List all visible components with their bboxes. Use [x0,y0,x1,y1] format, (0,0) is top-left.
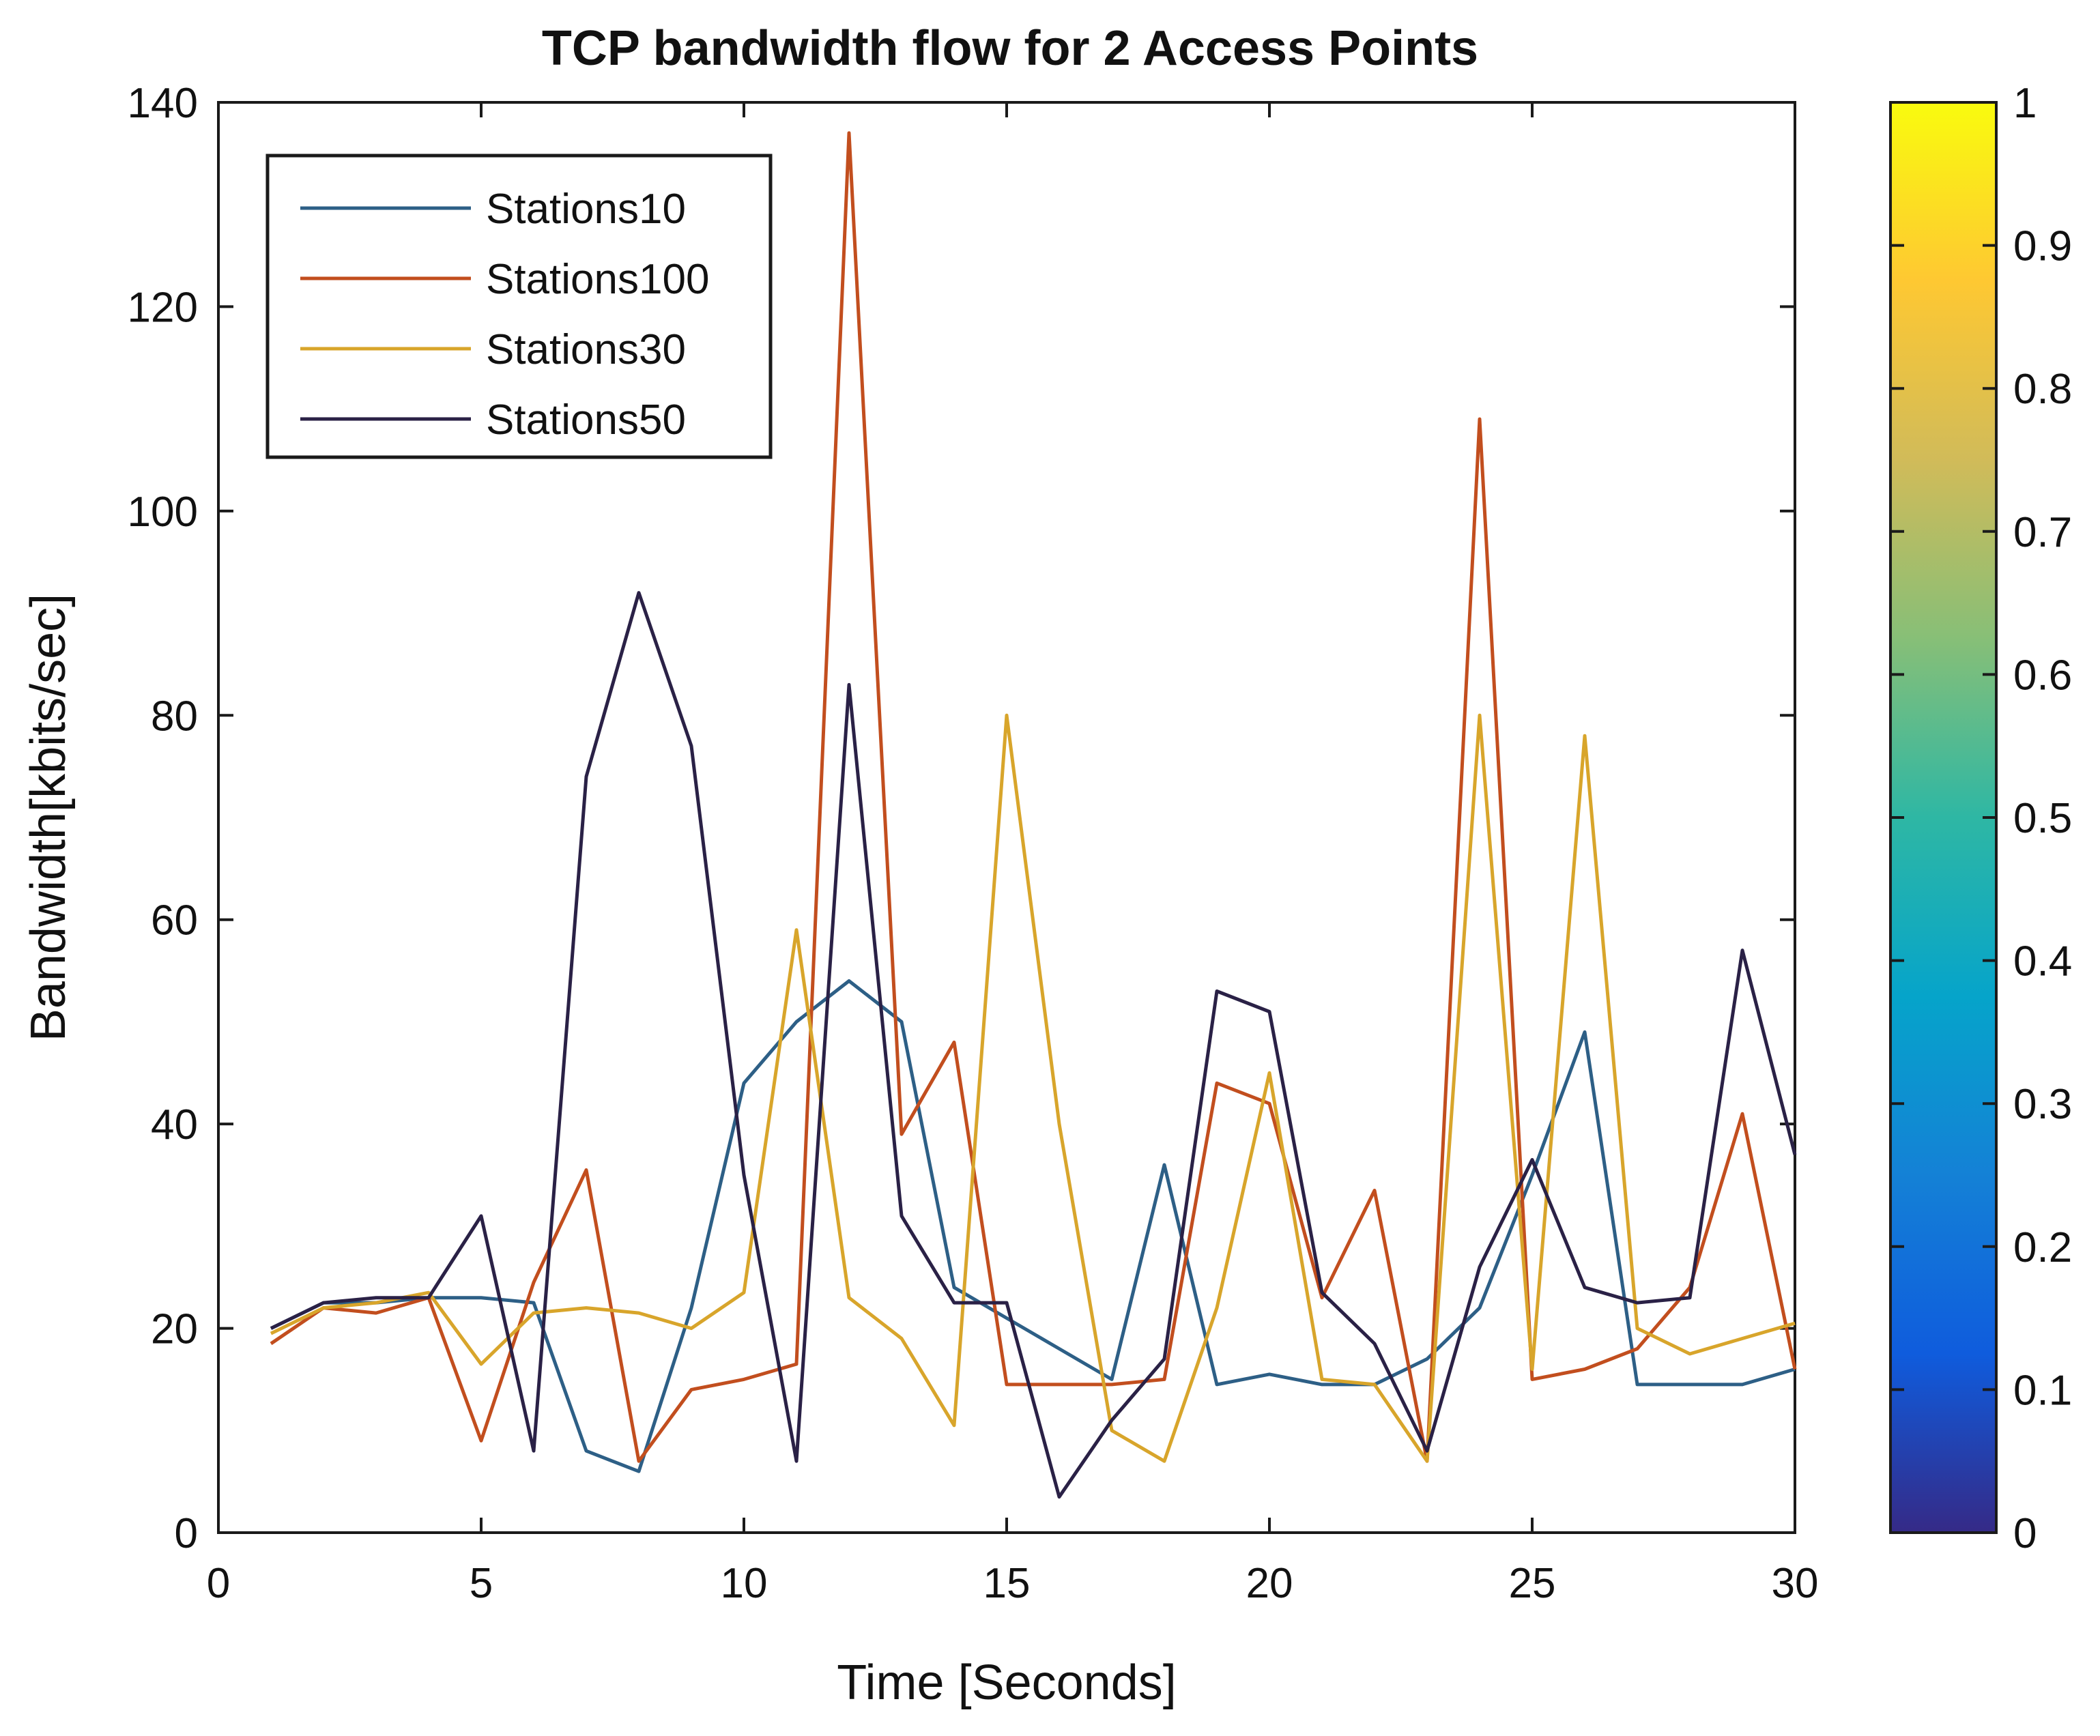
y-tick-label: 60 [151,897,198,944]
x-tick-label: 15 [983,1560,1031,1607]
x-tick-label: 5 [470,1560,493,1607]
y-tick-label: 140 [128,80,198,127]
y-tick-label: 80 [151,693,198,740]
x-tick-label: 25 [1509,1560,1556,1607]
legend-box [265,154,773,459]
x-axis-label: Time [Seconds] [837,1655,1177,1710]
colorbar-tick-label: 0.6 [2013,652,2072,699]
series-line-stations100 [270,131,1797,1463]
chart-title: TCP bandwidth flow for 2 Access Points [542,21,1478,76]
legend-label-stations10: Stations10 [486,186,686,233]
y-tick-label: 40 [151,1101,198,1148]
x-tick-label: 30 [1772,1560,1819,1607]
series-line-stations50 [270,591,1797,1499]
series-line-stations10 [270,979,1796,1473]
legend-label-stations30: Stations30 [486,326,686,373]
colorbar-tick-label: 0 [2013,1510,2037,1557]
y-tick-label: 0 [175,1510,198,1557]
colorbar-tick-label: 0.8 [2013,366,2072,413]
x-tick-label: 0 [207,1560,230,1607]
colorbar-tick-label: 0.1 [2013,1367,2072,1414]
y-tick-label: 100 [128,489,198,536]
colorbar-tick-label: 0.7 [2013,509,2072,556]
x-tick-label: 10 [721,1560,768,1607]
x-axis: 0 5 10 15 20 25 30 [207,102,1819,1607]
colorbar-gradient [1889,101,1998,1534]
colorbar-tick-label: 0.9 [2013,223,2072,270]
series-lines [270,131,1797,1499]
legend-label-stations100: Stations100 [486,256,709,303]
series-line-stations30 [270,713,1796,1463]
x-tick-label: 20 [1246,1560,1293,1607]
colorbar-tick-label: 0.3 [2013,1081,2072,1128]
y-axis-label: Bandwidth[kbits/sec] [21,594,76,1041]
colorbar-ticks: 0 0.1 0.2 0.3 0.4 0.5 0.6 0.7 0.8 0.9 1 [1890,80,2072,1557]
colorbar: 0 0.1 0.2 0.3 0.4 0.5 0.6 0.7 0.8 0.9 1 [1889,80,2072,1557]
legend: Stations10 Stations100 Stations30 Stations5… [265,154,773,459]
colorbar-tick-label: 1 [2013,80,2037,127]
colorbar-tick-label: 0.5 [2013,795,2072,842]
legend-label-stations50: Stations50 [486,396,686,444]
y-tick-label: 120 [128,284,198,331]
colorbar-tick-label: 0.2 [2013,1224,2072,1271]
y-tick-label: 20 [151,1306,198,1353]
colorbar-tick-label: 0.4 [2013,938,2072,985]
y-axis: 0 20 40 60 80 100 120 140 [128,80,1795,1557]
